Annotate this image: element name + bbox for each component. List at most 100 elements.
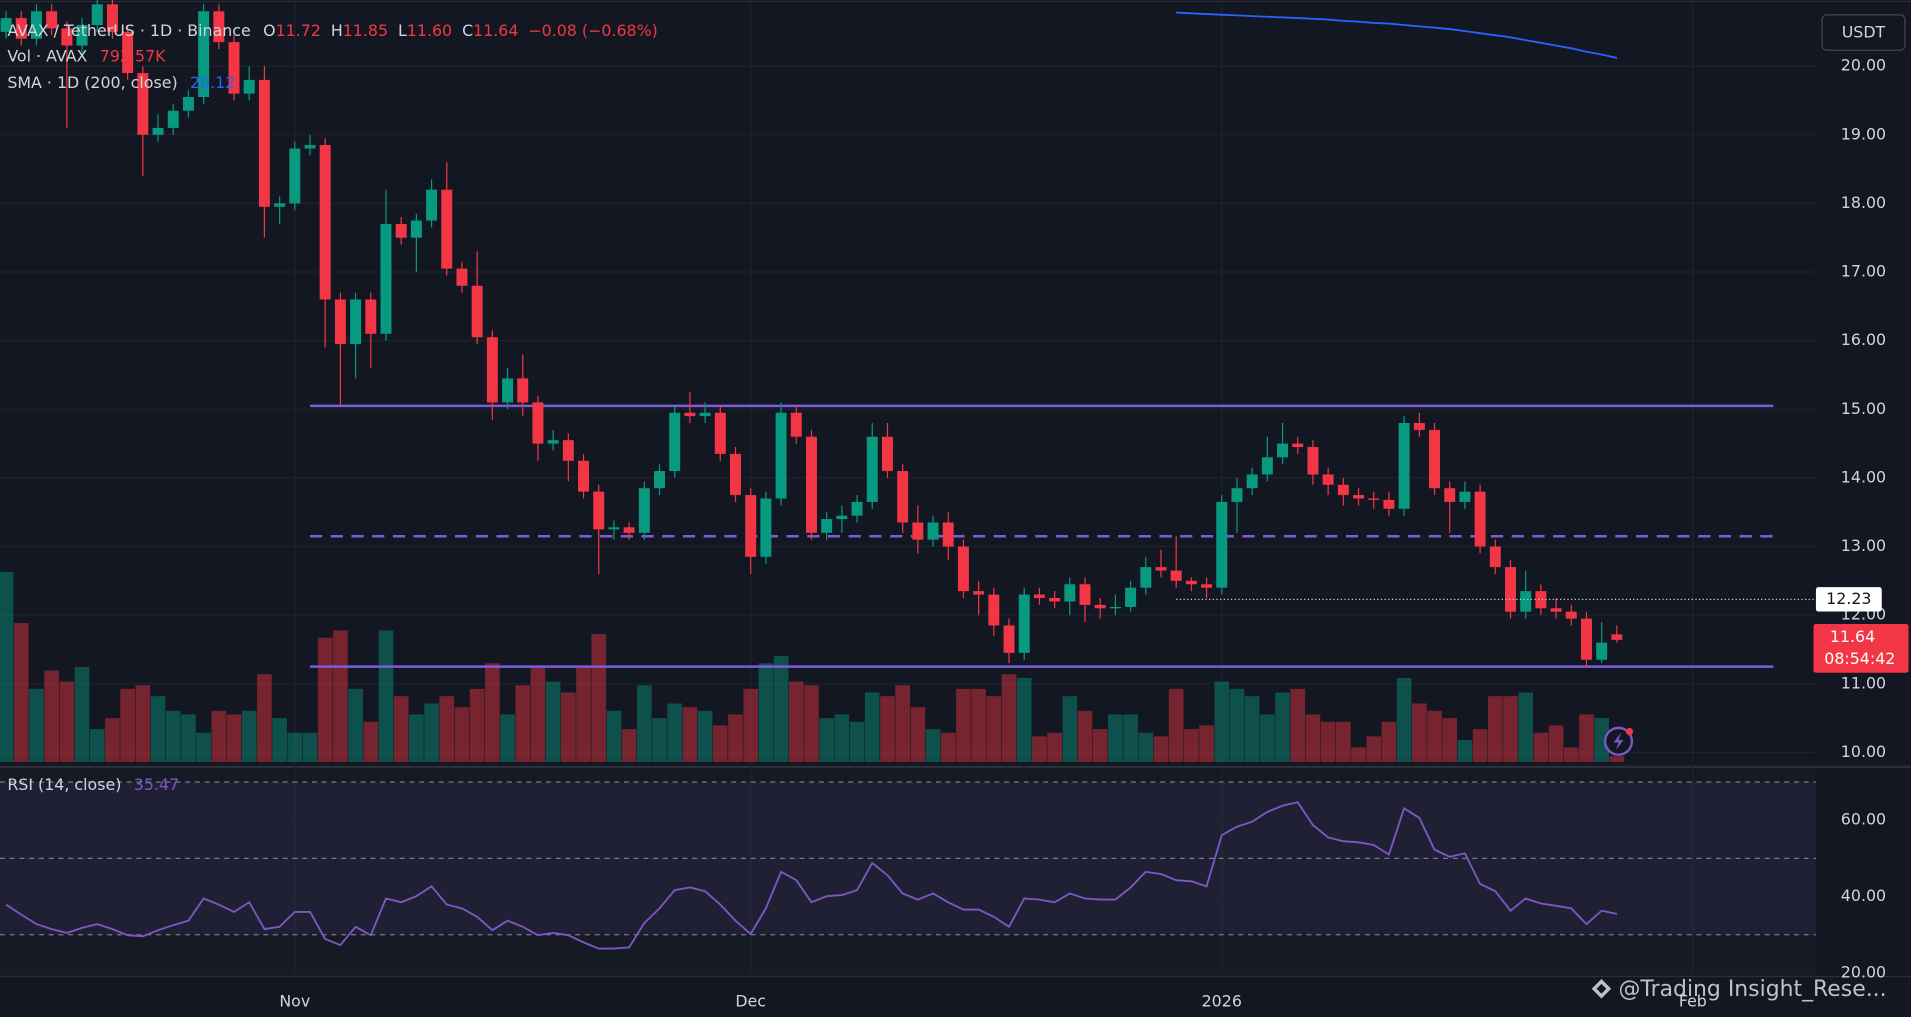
volume-bar — [348, 688, 363, 762]
candle-body — [1611, 634, 1623, 640]
volume-bar — [1518, 692, 1534, 762]
volume-bar — [576, 666, 591, 762]
candle-body — [745, 495, 757, 557]
candle-body — [1368, 498, 1380, 500]
currency-button-frame[interactable] — [1821, 14, 1906, 51]
watermark: @Trading Insight_Rese... — [1591, 977, 1887, 1002]
x-tick-label: 2026 — [1202, 992, 1242, 1011]
candle-body — [562, 440, 574, 461]
candle-body — [30, 11, 42, 39]
candle-body — [1125, 587, 1137, 607]
ohlc-value: 11.60 — [407, 20, 452, 39]
candle-body — [274, 203, 286, 207]
candle-body — [1079, 584, 1091, 605]
alert-icon-bolt[interactable] — [1613, 732, 1624, 750]
candle-body — [486, 337, 498, 403]
candle-body — [456, 268, 468, 286]
candle-body — [1596, 642, 1608, 660]
candle-body — [167, 110, 179, 128]
volume-bar — [1275, 692, 1290, 762]
x-tick-label: Feb — [1679, 992, 1707, 1011]
candle-body — [304, 145, 316, 149]
volume-bar — [1214, 681, 1230, 762]
volume-bar — [1472, 729, 1488, 762]
candle-body — [122, 31, 134, 74]
volume-bar — [1290, 688, 1306, 762]
candle-body — [942, 522, 954, 547]
volume-bar — [758, 663, 774, 762]
candle-body — [1155, 567, 1167, 571]
candle-body — [1109, 606, 1121, 609]
candle-body — [1003, 625, 1015, 653]
y-tick-label: 11.00 — [1841, 673, 1886, 692]
change: −0.08 (−0.68%) — [528, 20, 657, 39]
candle-body — [912, 522, 924, 540]
marker-label-box — [1815, 587, 1882, 612]
candle-body — [198, 11, 210, 98]
candle-body — [1018, 594, 1030, 653]
ohlc-value: 11.85 — [343, 20, 388, 39]
volume-bar — [1487, 696, 1503, 762]
volume-bar — [150, 696, 166, 762]
currency-label[interactable]: USDT — [1842, 23, 1886, 42]
candle-body — [91, 4, 103, 25]
candle-body — [46, 11, 58, 29]
volume-bar — [895, 685, 910, 762]
volume-bar — [1138, 732, 1154, 762]
candle-body — [1064, 584, 1076, 602]
volume-bar — [1092, 729, 1108, 762]
ohlc-name: H — [331, 20, 343, 39]
candle-body — [1201, 584, 1213, 588]
volume-bar — [317, 637, 333, 762]
candle-body — [350, 299, 362, 345]
candle-body — [228, 42, 240, 94]
rsi-value: 35.47 — [134, 775, 179, 794]
candle-body — [1292, 443, 1304, 448]
volume-bar — [1351, 747, 1366, 762]
volume-bar — [59, 681, 75, 762]
volume-bar — [621, 729, 637, 762]
rsi-name: RSI (14, close) — [7, 775, 121, 794]
candle-body — [410, 220, 422, 238]
alert-icon[interactable] — [1603, 726, 1634, 756]
rsi-tick-label: 60.00 — [1841, 810, 1886, 829]
candle-body — [1322, 474, 1334, 485]
y-tick-label: 14.00 — [1841, 467, 1886, 486]
candle-body — [608, 527, 620, 530]
volume-bar — [1427, 710, 1442, 762]
volume-bar — [652, 718, 667, 762]
volume-bar — [302, 732, 318, 762]
candle-body — [1246, 474, 1258, 489]
alert-icon-dot[interactable] — [1625, 727, 1634, 736]
sma-line — [1176, 11, 1618, 59]
candle-body — [1140, 567, 1152, 588]
candle-body — [1580, 618, 1592, 660]
legend-sma: SMA · 1D (200, close) 20.12 — [7, 73, 235, 92]
volume-bar — [773, 655, 789, 762]
volume-bar — [1594, 718, 1609, 762]
candle-body — [106, 4, 118, 32]
candle-body — [790, 412, 802, 437]
volume-bar — [0, 571, 14, 762]
marker-label: 12.23 — [1826, 589, 1871, 608]
candle-body — [973, 591, 985, 595]
volume-bar — [241, 710, 257, 762]
candle-body — [1307, 447, 1319, 475]
volume-name: Vol · AVAX — [7, 46, 87, 65]
volume-bar — [1062, 696, 1078, 762]
last-price-box — [1813, 624, 1909, 673]
volume-bar — [1579, 714, 1594, 762]
volume-bar — [44, 670, 59, 762]
candle-body — [289, 148, 301, 204]
candle-body — [1535, 591, 1547, 609]
y-tick-label: 15.00 — [1841, 399, 1886, 418]
volume-bar — [1047, 732, 1062, 762]
candle-body — [1459, 491, 1471, 502]
volume-bar — [74, 666, 90, 762]
candle-body — [182, 97, 194, 111]
candle-body — [638, 488, 650, 533]
volume-bar — [1366, 736, 1382, 762]
currency-button[interactable]: USDT — [1821, 14, 1906, 51]
candle-body — [1474, 491, 1486, 547]
